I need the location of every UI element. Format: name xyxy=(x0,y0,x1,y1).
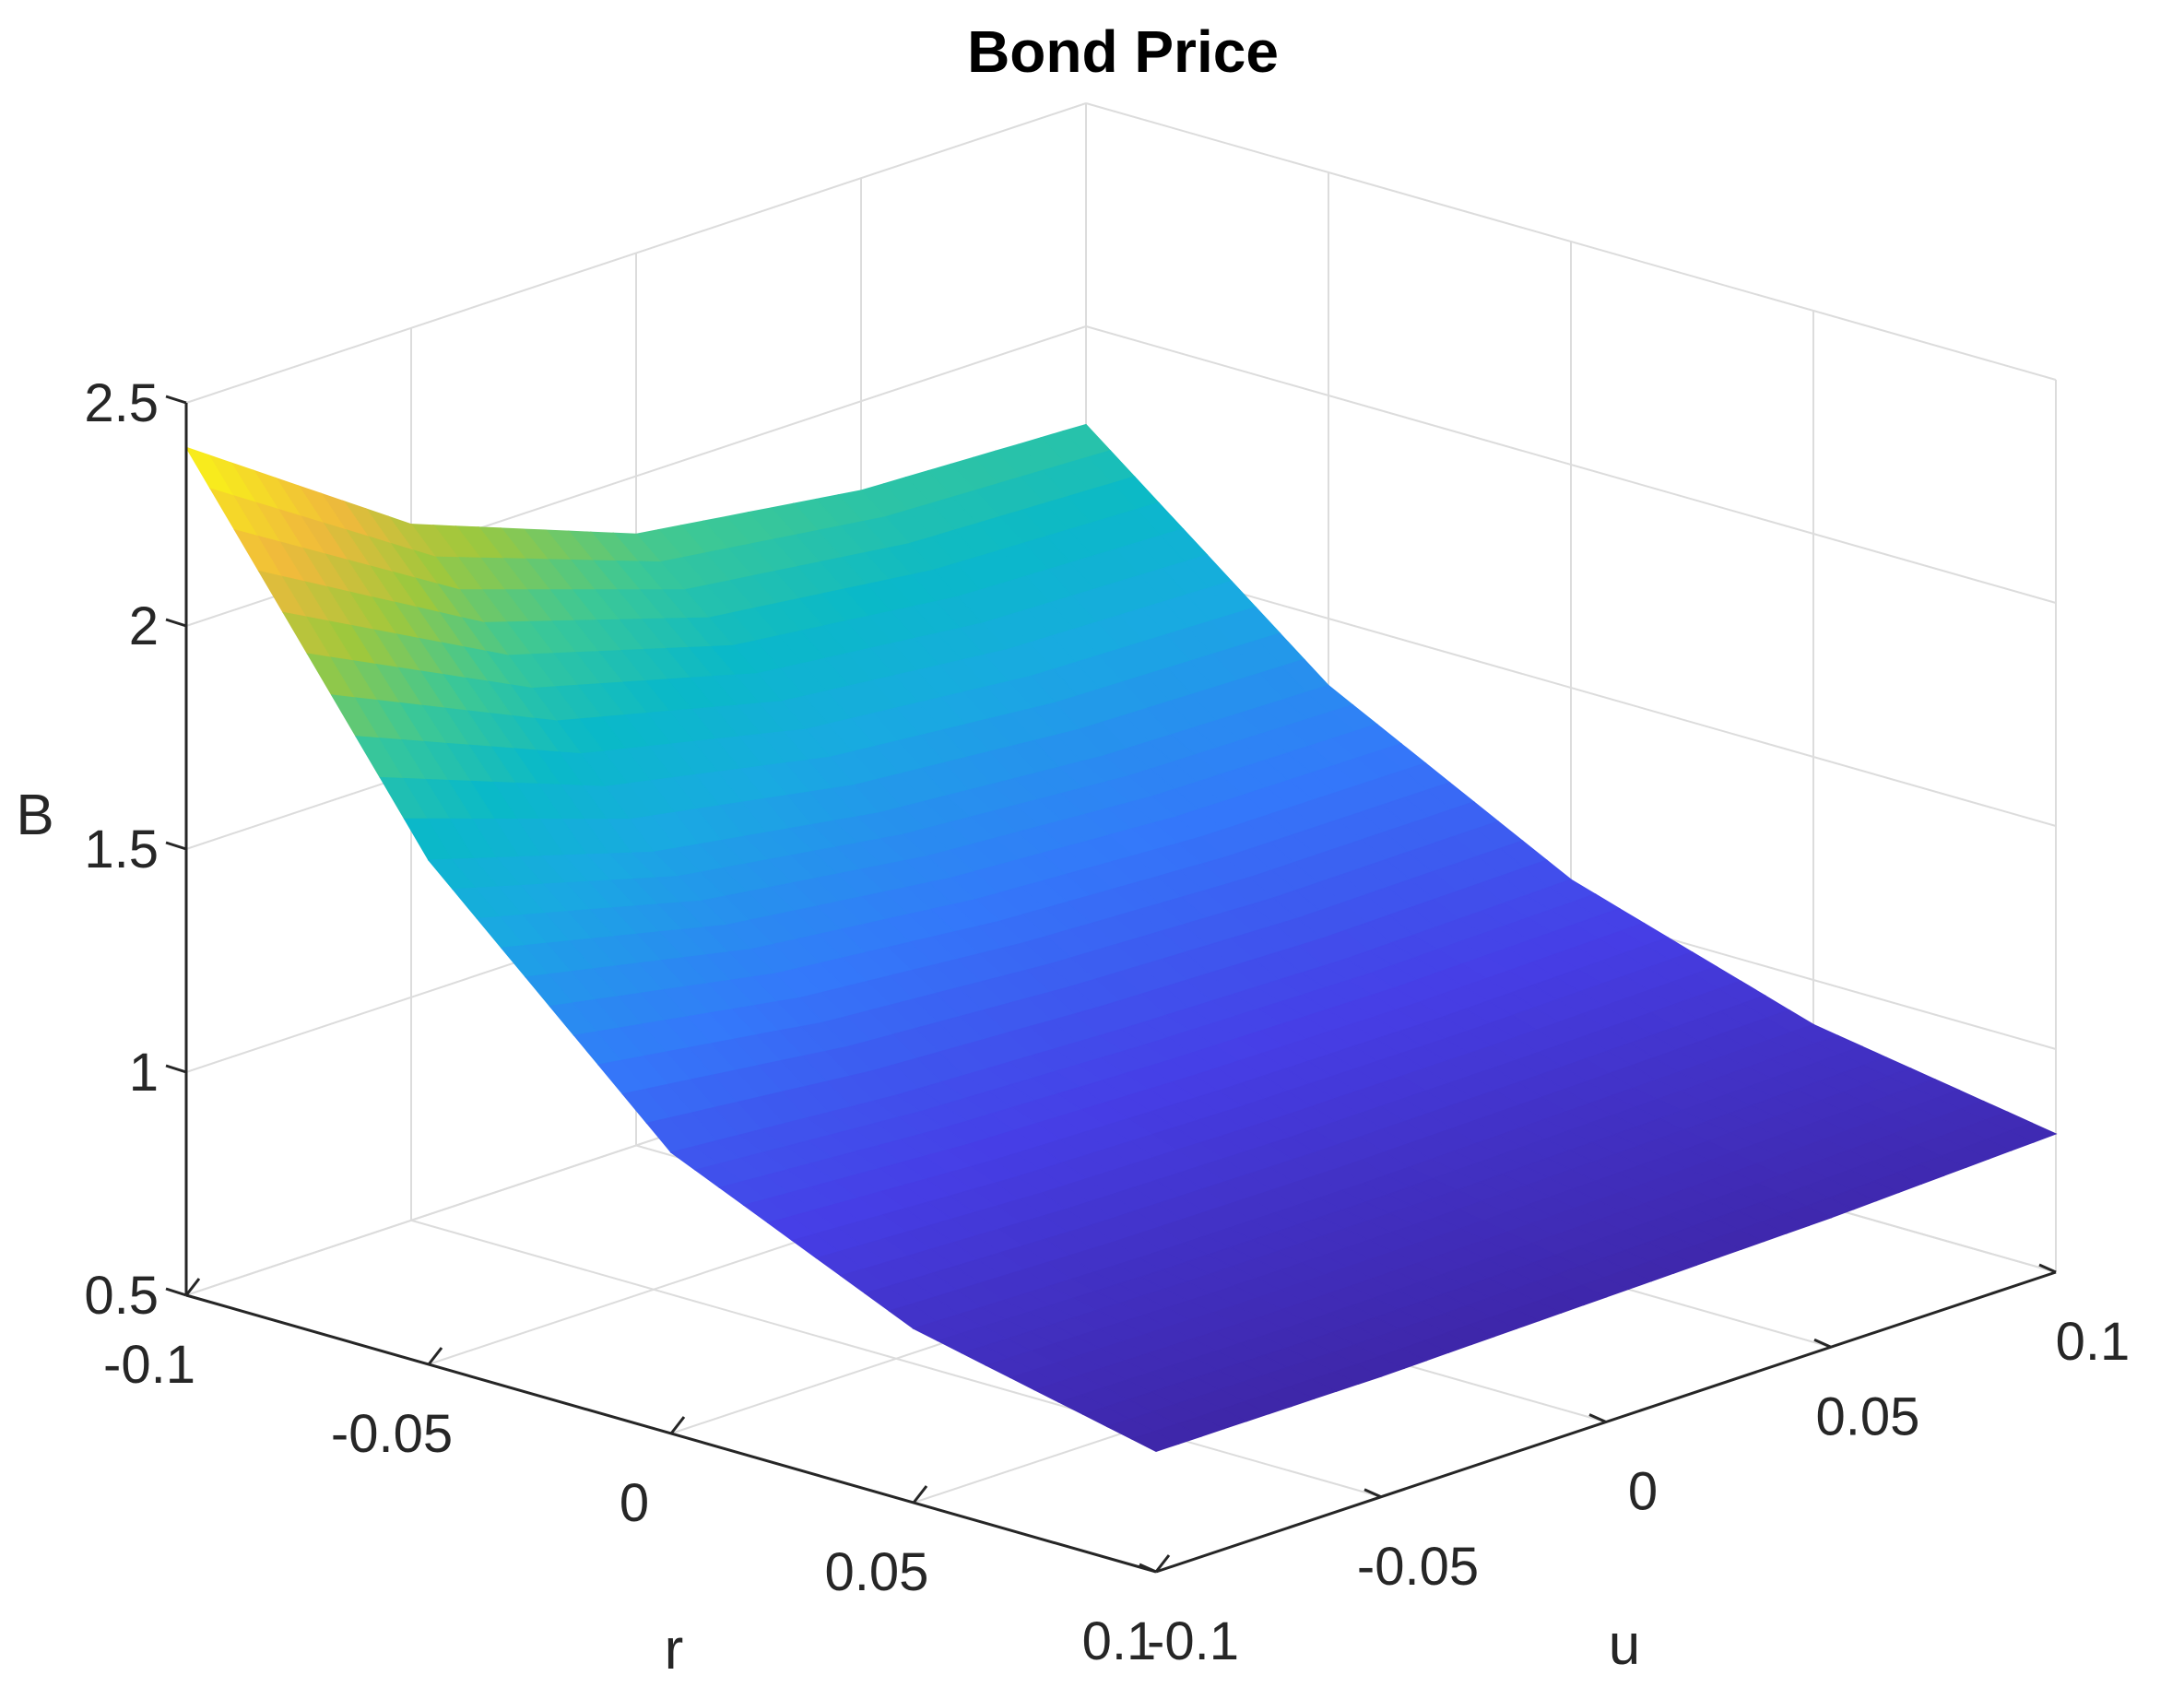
z-tick-label-0: 0.5 xyxy=(84,1266,159,1326)
grid-line-wall-r-z4 xyxy=(185,102,1087,404)
z-tick-mark-1 xyxy=(165,1064,187,1074)
z-tick-label-1: 1 xyxy=(129,1043,159,1103)
x-tick-label-0: -0.1 xyxy=(103,1335,195,1395)
grid-line-wall-u-z4 xyxy=(1085,102,2057,381)
y-tick-label-1: -0.05 xyxy=(1357,1537,1479,1597)
x-tick-mark-3 xyxy=(912,1485,928,1504)
x-tick-label-4: 0.1 xyxy=(1082,1611,1157,1671)
y-axis-label: u xyxy=(1609,1613,1640,1677)
z-tick-mark-4 xyxy=(165,395,187,405)
x-tick-mark-2 xyxy=(669,1416,686,1434)
z-axis-label: B xyxy=(16,784,53,847)
z-tick-label-2: 1.5 xyxy=(84,820,159,879)
grid-line-floor-u1 xyxy=(410,1219,1382,1498)
z-tick-mark-2 xyxy=(165,841,187,851)
x-tick-label-3: 0.05 xyxy=(825,1542,929,1602)
y-tick-mark-3 xyxy=(1813,1338,1832,1349)
x-tick-label-2: 0 xyxy=(620,1473,649,1533)
x-tick-label-1: -0.05 xyxy=(331,1404,453,1464)
grid-line-wall-u-z3 xyxy=(1085,325,2057,604)
x-tick-mark-4 xyxy=(1154,1554,1171,1573)
z-tick-mark-0 xyxy=(165,1287,187,1297)
chart-title: Bond Price xyxy=(967,18,1279,85)
x-tick-mark-1 xyxy=(427,1347,443,1365)
surface-patch xyxy=(1130,1431,1180,1452)
label-layer: Bond Price B r u xyxy=(16,18,1640,1681)
grid-line-wall-u-z2 xyxy=(1085,549,2057,827)
y-tick-mark-1 xyxy=(1364,1488,1382,1499)
x-axis-label: r xyxy=(665,1618,684,1681)
z-tick-label-3: 2 xyxy=(129,596,159,656)
z-tick-mark-3 xyxy=(165,618,187,628)
y-tick-label-0: -0.1 xyxy=(1147,1611,1239,1671)
y-tick-mark-4 xyxy=(2038,1263,2057,1274)
y-tick-label-4: 0.1 xyxy=(2056,1312,2131,1372)
surface-layer xyxy=(184,423,2058,1452)
axis-layer: 0.511.522.5-0.1-0.0500.050.1-0.1-0.0500.… xyxy=(84,373,2130,1671)
y-tick-label-2: 0 xyxy=(1628,1462,1658,1522)
y-tick-mark-0 xyxy=(1139,1563,1157,1574)
x-tick-mark-0 xyxy=(184,1278,201,1296)
y-tick-mark-2 xyxy=(1588,1413,1607,1423)
y-tick-label-3: 0.05 xyxy=(1816,1386,1920,1446)
z-tick-label-4: 2.5 xyxy=(84,373,159,433)
